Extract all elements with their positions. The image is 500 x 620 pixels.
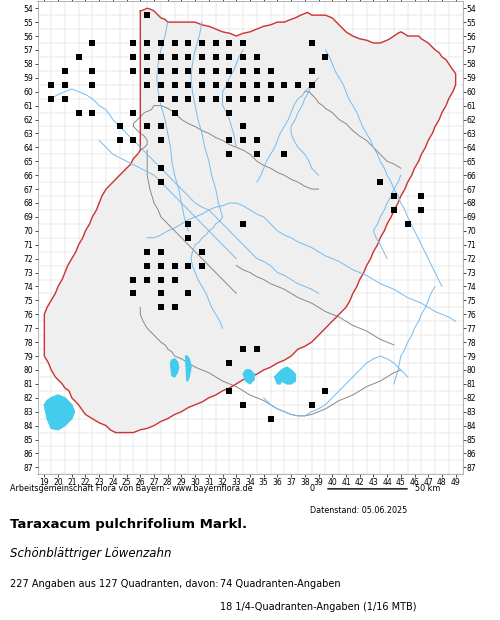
Text: 0: 0 (310, 484, 315, 494)
Text: 18 1/4-Quadranten-Angaben (1/16 MTB): 18 1/4-Quadranten-Angaben (1/16 MTB) (220, 602, 416, 612)
Polygon shape (170, 359, 178, 377)
Text: Arbeitsgemeinschaft Flora von Bayern - www.bayernflora.de: Arbeitsgemeinschaft Flora von Bayern - w… (10, 484, 252, 494)
Text: 74 Quadranten-Angaben: 74 Quadranten-Angaben (220, 579, 340, 589)
Polygon shape (44, 8, 456, 433)
Polygon shape (186, 356, 191, 381)
Text: 50 km: 50 km (415, 484, 440, 494)
Polygon shape (274, 374, 281, 384)
Polygon shape (243, 370, 254, 384)
Polygon shape (44, 395, 74, 430)
Text: Datenstand: 05.06.2025: Datenstand: 05.06.2025 (310, 507, 407, 515)
Text: 227 Angaben aus 127 Quadranten, davon:: 227 Angaben aus 127 Quadranten, davon: (10, 579, 218, 589)
Text: Schönblättriger Löwenzahn: Schönblättriger Löwenzahn (10, 547, 172, 560)
Polygon shape (278, 367, 295, 384)
Text: Taraxacum pulchrifolium Markl.: Taraxacum pulchrifolium Markl. (10, 518, 247, 531)
